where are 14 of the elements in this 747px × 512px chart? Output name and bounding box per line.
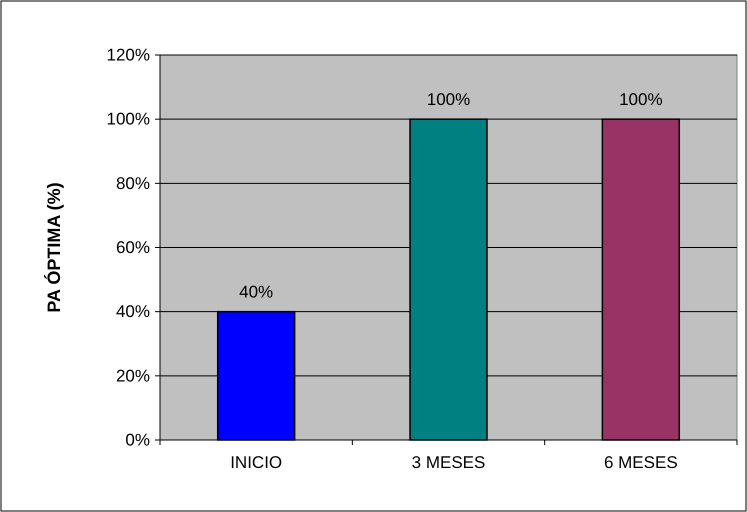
data-label: 100% [426, 90, 470, 110]
y-tick-label: 0% [125, 430, 150, 450]
data-label: 100% [619, 90, 663, 110]
x-tick-label: INICIO [230, 453, 282, 472]
y-axis-title: PA ÓPTIMA (%) [44, 182, 64, 313]
y-tick-label: 100% [106, 110, 150, 129]
data-label: 40% [239, 282, 274, 302]
y-tick-label: 120% [106, 46, 150, 64]
y-tick-label: 80% [116, 174, 150, 193]
y-tick-label: 60% [116, 238, 150, 257]
x-tick-label: 6 MESES [604, 453, 678, 472]
y-tick-label: 40% [116, 302, 150, 322]
x-tick-label: 3 MESES [412, 453, 486, 472]
y-tick-label: 20% [116, 366, 150, 386]
